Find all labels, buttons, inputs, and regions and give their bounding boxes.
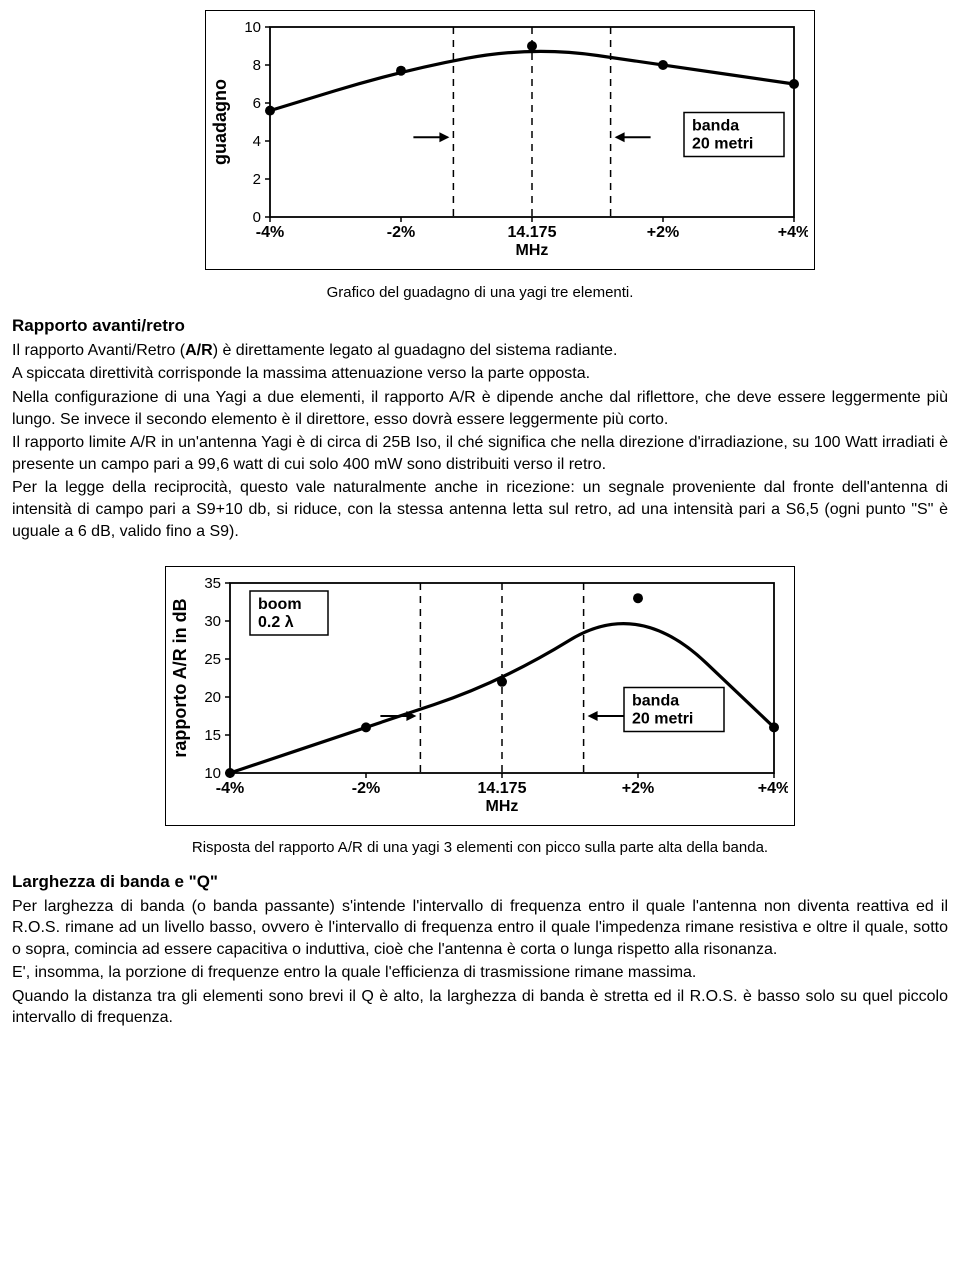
svg-text:+4%: +4%	[778, 224, 808, 241]
section1-p2: A spiccata direttività corrisponde la ma…	[12, 363, 948, 385]
s1p1b: A/R	[185, 342, 213, 359]
section2-p2: E', insomma, la porzione di frequenze en…	[12, 962, 948, 984]
svg-text:guadagno: guadagno	[210, 79, 230, 165]
svg-text:+2%: +2%	[647, 224, 679, 241]
svg-text:-2%: -2%	[352, 780, 380, 797]
svg-text:MHz: MHz	[486, 798, 519, 815]
svg-text:4: 4	[253, 133, 261, 150]
svg-text:14.175: 14.175	[478, 780, 527, 797]
svg-text:rapporto A/R in dB: rapporto A/R in dB	[170, 598, 190, 757]
svg-text:banda: banda	[632, 692, 679, 709]
svg-text:-4%: -4%	[256, 224, 284, 241]
chart1-container: 0246810guadagno-4%-2%14.175MHz+2%+4%band…	[72, 10, 948, 277]
svg-text:25: 25	[204, 651, 221, 668]
chart1-box: 0246810guadagno-4%-2%14.175MHz+2%+4%band…	[205, 10, 815, 270]
section1-p4: Il rapporto limite A/R in un'antenna Yag…	[12, 432, 948, 475]
svg-text:14.175: 14.175	[508, 224, 557, 241]
section2-p3: Quando la distanza tra gli elementi sono…	[12, 986, 948, 1029]
svg-text:15: 15	[204, 727, 221, 744]
svg-text:8: 8	[253, 57, 261, 74]
svg-text:30: 30	[204, 613, 221, 630]
svg-text:10: 10	[244, 19, 261, 36]
section1-p3: Nella configurazione di una Yagi a due e…	[12, 387, 948, 430]
svg-text:6: 6	[253, 95, 261, 112]
svg-text:2: 2	[253, 171, 261, 188]
chart2-svg: 101520253035rapporto A/R in dB-4%-2%14.1…	[168, 571, 788, 821]
svg-text:20 metri: 20 metri	[692, 136, 753, 153]
section1-heading: Rapporto avanti/retro	[12, 315, 948, 338]
svg-text:20: 20	[204, 689, 221, 706]
svg-text:boom: boom	[258, 596, 302, 613]
chart2-container: 101520253035rapporto A/R in dB-4%-2%14.1…	[12, 566, 948, 833]
chart1-svg: 0246810guadagno-4%-2%14.175MHz+2%+4%band…	[208, 15, 808, 265]
svg-text:0.2 λ: 0.2 λ	[258, 614, 294, 631]
chart1-caption: Grafico del guadagno di una yagi tre ele…	[12, 283, 948, 303]
chart2-box: 101520253035rapporto A/R in dB-4%-2%14.1…	[165, 566, 795, 826]
svg-text:20 metri: 20 metri	[632, 710, 693, 727]
svg-text:banda: banda	[692, 118, 739, 135]
svg-text:-2%: -2%	[387, 224, 415, 241]
chart2-caption: Risposta del rapporto A/R di una yagi 3 …	[12, 838, 948, 858]
s1p1c: ) è direttamente legato al guadagno del …	[213, 342, 618, 359]
svg-text:+2%: +2%	[622, 780, 654, 797]
section1-p1: Il rapporto Avanti/Retro (A/R) è diretta…	[12, 340, 948, 362]
svg-text:-4%: -4%	[216, 780, 244, 797]
section1-p5: Per la legge della reciprocità, questo v…	[12, 477, 948, 542]
section2-heading: Larghezza di banda e "Q"	[12, 871, 948, 894]
section2-p1: Per larghezza di banda (o banda passante…	[12, 896, 948, 961]
svg-text:+4%: +4%	[758, 780, 788, 797]
svg-text:MHz: MHz	[516, 242, 549, 259]
svg-text:35: 35	[204, 575, 221, 592]
s1p1a: Il rapporto Avanti/Retro (	[12, 342, 185, 359]
